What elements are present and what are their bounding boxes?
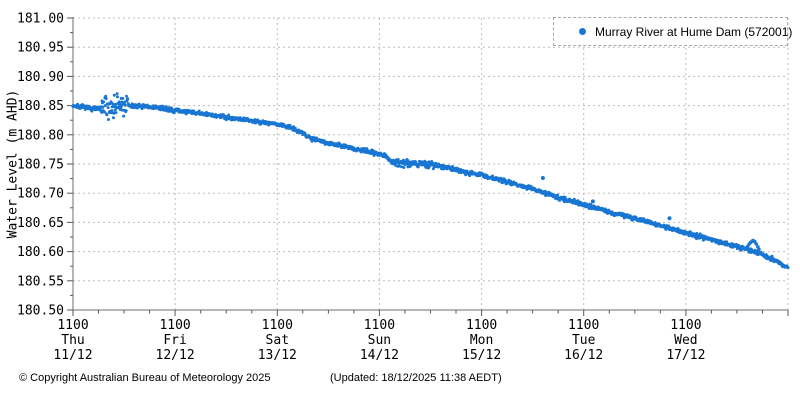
- x-tick-date: 13/12: [258, 348, 297, 363]
- y-tick-label: 180.85: [17, 99, 64, 114]
- x-tick-day: Wed: [674, 333, 697, 348]
- y-tick-label: 181.00: [17, 12, 64, 27]
- y-tick-label: 180.50: [17, 304, 64, 319]
- x-tick-day: Sat: [266, 333, 289, 348]
- y-tick-label: 180.60: [17, 245, 64, 260]
- x-tick-time: 1100: [568, 318, 599, 333]
- y-tick-label: 180.55: [17, 274, 64, 289]
- x-tick-day: Thu: [61, 333, 84, 348]
- legend-series-label: Murray River at Hume Dam (572001): [595, 24, 793, 39]
- legend-marker-icon: [579, 28, 586, 35]
- x-tick-time: 1100: [670, 318, 701, 333]
- x-tick-day: Sun: [368, 333, 391, 348]
- x-tick-time: 1100: [262, 318, 293, 333]
- y-tick-label: 180.80: [17, 128, 64, 143]
- x-tick-date: 12/12: [156, 348, 195, 363]
- legend-box: Murray River at Hume Dam (572001): [553, 17, 792, 46]
- y-tick-label: 180.65: [17, 216, 64, 231]
- y-axis-title: Water Level (m AHD): [5, 89, 21, 239]
- x-tick-date: 17/12: [666, 348, 705, 363]
- x-tick-day: Mon: [470, 333, 493, 348]
- y-tick-label: 180.90: [17, 70, 64, 85]
- data-points: [71, 92, 790, 270]
- x-tick-day: Fri: [163, 333, 186, 348]
- x-tick-date: 16/12: [564, 348, 603, 363]
- x-tick-time: 1100: [466, 318, 497, 333]
- copyright-text: © Copyright Australian Bureau of Meteoro…: [19, 372, 271, 384]
- x-tick-time: 1100: [159, 318, 190, 333]
- y-tick-label: 180.70: [17, 187, 64, 202]
- x-tick-day: Tue: [572, 333, 596, 348]
- x-tick-date: 15/12: [462, 348, 501, 363]
- x-tick-time: 1100: [57, 318, 88, 333]
- x-tick-date: 11/12: [53, 348, 92, 363]
- y-tick-label: 180.75: [17, 158, 64, 173]
- y-tick-label: 180.95: [17, 41, 64, 56]
- x-tick-time: 1100: [364, 318, 395, 333]
- updated-timestamp: (Updated: 18/12/2025 11:38 AEDT): [330, 372, 502, 384]
- x-tick-date: 14/12: [360, 348, 399, 363]
